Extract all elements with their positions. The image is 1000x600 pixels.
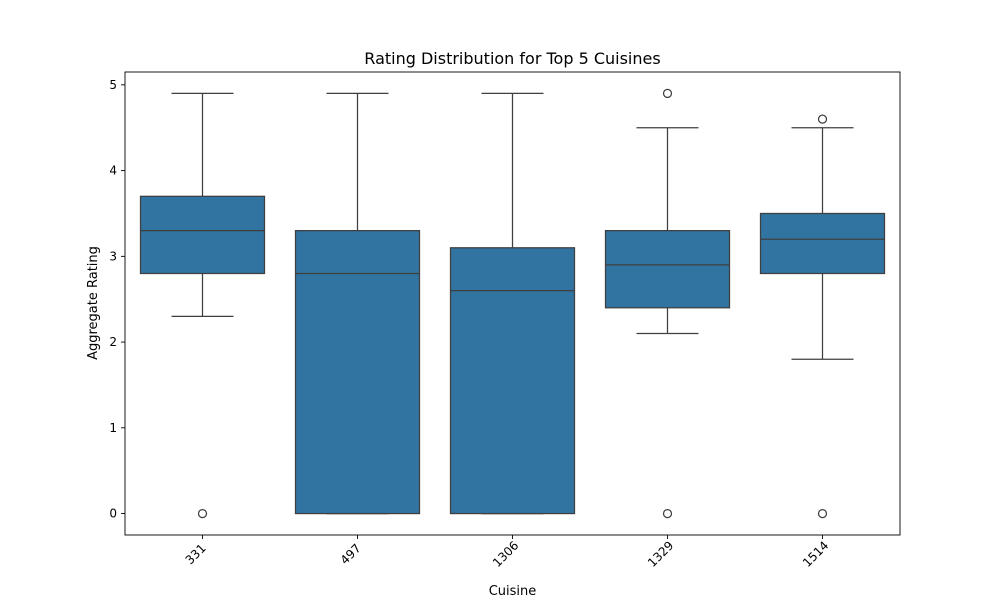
x-axis-title: Cuisine bbox=[489, 584, 537, 599]
x-tick-label-1514: 1514 bbox=[800, 538, 831, 569]
y-axis-title: Aggregate Rating bbox=[86, 246, 101, 360]
y-tick-label-4: 4 bbox=[109, 164, 117, 178]
outlier-1514-0 bbox=[817, 114, 828, 124]
x-tick-label-1329: 1329 bbox=[645, 538, 676, 569]
outlier-1329-1 bbox=[662, 508, 673, 519]
outlier-331-0 bbox=[197, 508, 208, 519]
plot-area: 331 497 1306 1329 1514 0 1 2 3 4 5 bbox=[109, 71, 901, 570]
box-1514 bbox=[759, 212, 886, 275]
y-tick-label-1: 1 bbox=[109, 421, 117, 435]
y-tick-label-3: 3 bbox=[109, 249, 117, 263]
y-tick-label-0: 0 bbox=[109, 507, 117, 521]
box-331 bbox=[139, 195, 266, 275]
box-1329 bbox=[604, 229, 731, 309]
x-tick-label-1306: 1306 bbox=[490, 538, 521, 569]
x-tick-label-497: 497 bbox=[338, 541, 364, 567]
y-tick-label-5: 5 bbox=[109, 78, 117, 92]
box-1306 bbox=[449, 247, 576, 515]
plot-frame bbox=[124, 71, 901, 536]
outlier-1329-0 bbox=[662, 88, 673, 99]
chart-title: Rating Distribution for Top 5 Cuisines bbox=[364, 49, 660, 68]
y-tick-label-2: 2 bbox=[109, 335, 117, 349]
outlier-1514-1 bbox=[817, 508, 828, 519]
box-497 bbox=[294, 229, 421, 515]
x-tick-label-331: 331 bbox=[183, 541, 209, 567]
